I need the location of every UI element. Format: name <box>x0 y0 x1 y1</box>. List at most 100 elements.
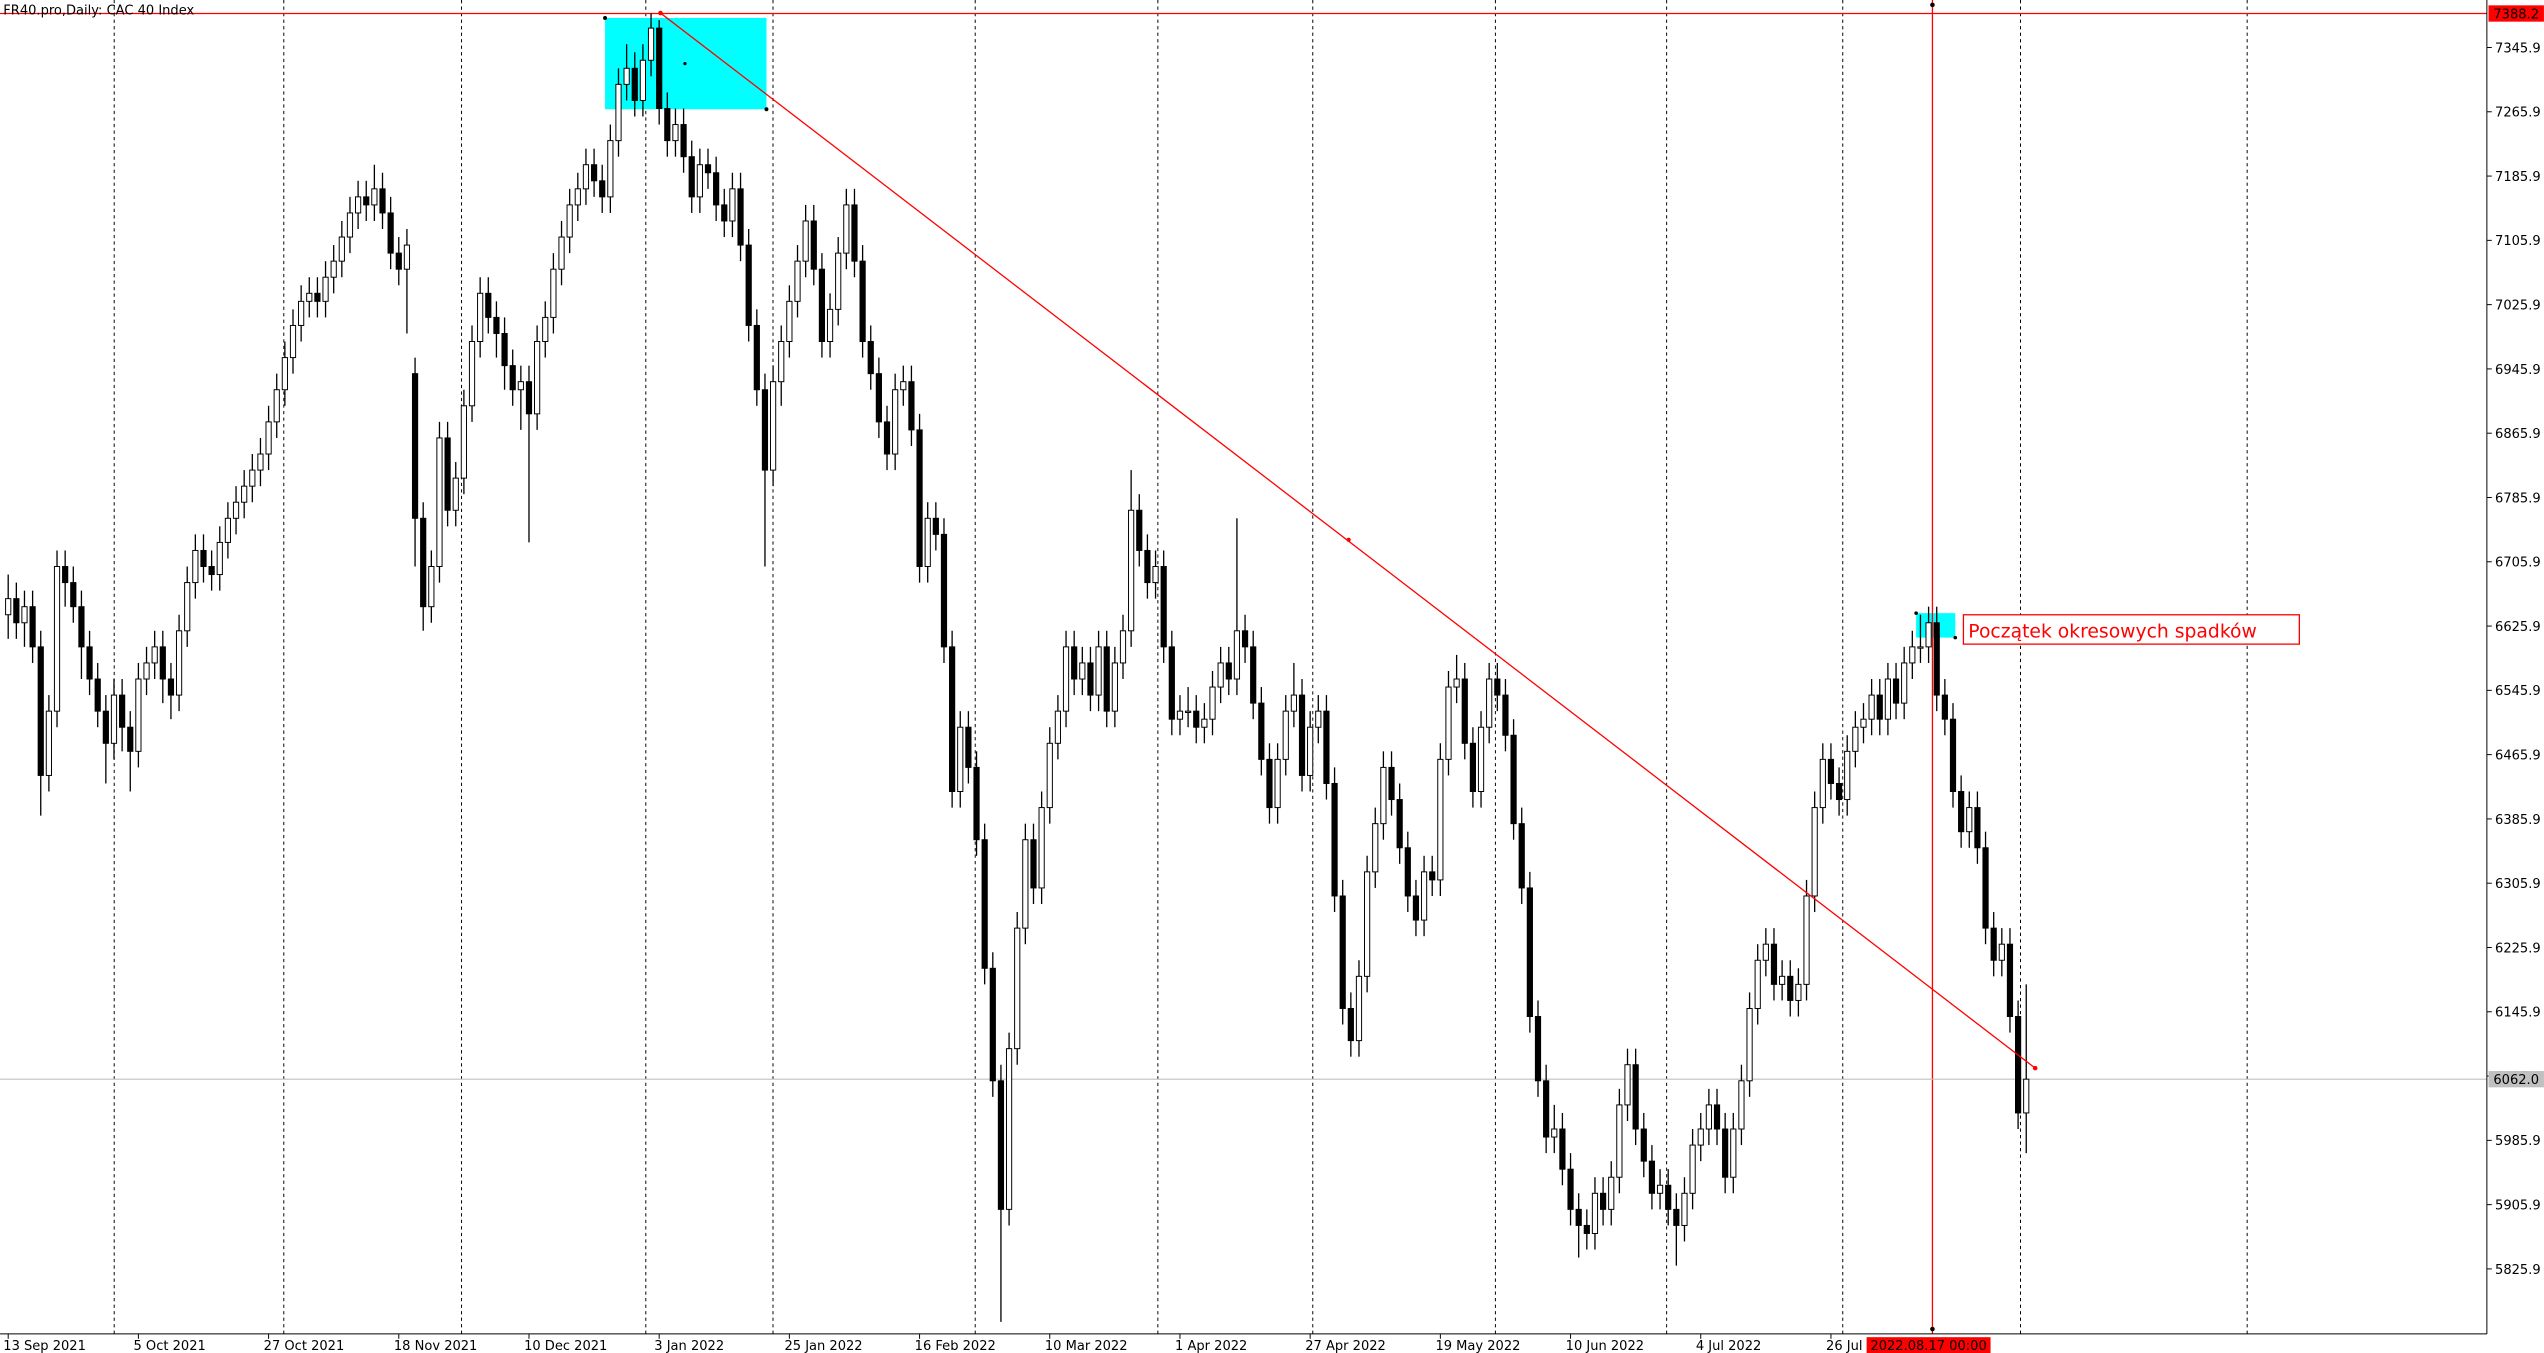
x-tick-label: 27 Apr 2022 <box>1305 1339 1386 1353</box>
candle-body <box>1323 710 1330 784</box>
candle-body <box>1079 662 1086 680</box>
candle-body <box>1746 1007 1753 1082</box>
candle-body <box>802 220 809 262</box>
candle-body <box>965 726 972 768</box>
candle-body <box>1803 895 1810 985</box>
candle-body <box>387 212 394 254</box>
candle-body <box>1600 1192 1607 1210</box>
candle-body <box>1266 758 1273 809</box>
candle-body <box>1909 646 1916 664</box>
y-tick-label: 6865.9 <box>2495 427 2541 442</box>
candle-body <box>1225 662 1232 680</box>
candle-body <box>1722 1128 1729 1178</box>
candle-body <box>737 188 744 246</box>
candle-body <box>875 373 882 423</box>
candle-body <box>835 252 842 310</box>
x-tick-label: 19 May 2022 <box>1435 1339 1520 1353</box>
candle-body <box>1111 662 1118 712</box>
candle-body <box>395 252 402 270</box>
candle-body <box>525 381 533 415</box>
anchor-dot <box>1930 1326 1935 1332</box>
candle-body <box>639 59 647 101</box>
candle-body <box>1209 686 1216 720</box>
price-label-bg <box>2488 5 2544 22</box>
x-tick-label: 10 Mar 2022 <box>1045 1339 1128 1353</box>
candle-body <box>468 341 476 407</box>
candle-body <box>1608 1176 1615 1210</box>
candle-body <box>338 236 345 262</box>
candle-body <box>298 300 305 326</box>
candle-body <box>680 124 687 158</box>
candle-body <box>1990 927 1997 961</box>
annotation-box <box>1962 614 2300 645</box>
candle-body <box>1339 895 1346 1009</box>
candle-body <box>1380 766 1387 825</box>
candle-body <box>826 308 834 343</box>
candle-body <box>1982 847 1989 929</box>
candle-body <box>1656 1184 1664 1194</box>
candle-body <box>1958 791 1965 833</box>
candle-body <box>574 188 581 206</box>
candle-body <box>1966 807 1973 833</box>
candle-body <box>1364 871 1371 977</box>
candle-body <box>664 107 671 142</box>
price-label: 7388.2 <box>2493 7 2539 22</box>
x-tick-label: 27 Oct 2021 <box>264 1339 345 1353</box>
candle-body <box>1315 710 1322 728</box>
candle-body <box>460 405 467 479</box>
candle-body <box>21 606 28 624</box>
crosshair-label: 2022.08.17 00:00 <box>1870 1339 1986 1353</box>
candle-body <box>786 300 793 343</box>
y-tick-label: 5985.9 <box>2495 1134 2541 1149</box>
candle-body <box>241 485 248 503</box>
candle-body <box>29 606 36 648</box>
candle-body <box>1144 549 1151 584</box>
candle-body <box>1095 646 1102 696</box>
candle-body <box>2006 943 2014 1018</box>
candle-body <box>1453 678 1460 688</box>
candle-body <box>477 292 484 343</box>
y-tick-label: 6785.9 <box>2495 491 2541 506</box>
candle-body <box>216 541 223 576</box>
candle-body <box>493 316 500 334</box>
candle-body <box>1233 630 1241 680</box>
candle-body <box>452 477 459 511</box>
candle-body <box>818 268 826 343</box>
candle-body <box>1193 710 1200 728</box>
axes: 7345.9 7265.9 7185.9 7105.9 7025.9 6945.9 6865… <box>3 5 2544 1353</box>
candle-body <box>973 766 980 841</box>
candle-body <box>135 678 142 752</box>
y-tick-label: 7265.9 <box>2495 106 2541 121</box>
anchor-dot <box>1930 2 1935 8</box>
candle-body <box>355 196 362 214</box>
candle-body <box>13 598 20 624</box>
candle-body <box>485 292 492 318</box>
candle-body <box>1730 1128 1737 1178</box>
candle-body <box>1941 694 1948 720</box>
candle-body <box>1404 847 1411 897</box>
candle-body <box>1241 630 1249 648</box>
candle-body <box>1868 694 1875 720</box>
candle-body <box>1477 726 1485 793</box>
candle-body <box>1852 726 1859 752</box>
candle-body <box>1274 758 1281 809</box>
candle-body <box>916 429 923 568</box>
candle-body <box>1396 799 1403 849</box>
x-tick-label: 3 Jan 2022 <box>654 1339 724 1353</box>
candle-body <box>1819 758 1826 809</box>
candle-body <box>672 124 679 142</box>
candle-body <box>1713 1104 1721 1130</box>
candle-body <box>542 316 549 343</box>
candle-body <box>794 260 801 302</box>
anchor-dot <box>1914 611 1918 615</box>
candle-body <box>1250 646 1257 704</box>
anchor-dot <box>683 61 687 66</box>
x-tick-label: 4 Jul 2022 <box>1696 1339 1761 1353</box>
candle-body <box>2023 1078 2030 1114</box>
candle-body <box>200 549 207 568</box>
candle-body <box>1543 1080 1550 1138</box>
anchor-dot <box>2032 1065 2038 1071</box>
candle-body <box>53 566 61 712</box>
price-label: 6062.0 <box>2493 1073 2539 1088</box>
candle-body <box>647 27 655 61</box>
